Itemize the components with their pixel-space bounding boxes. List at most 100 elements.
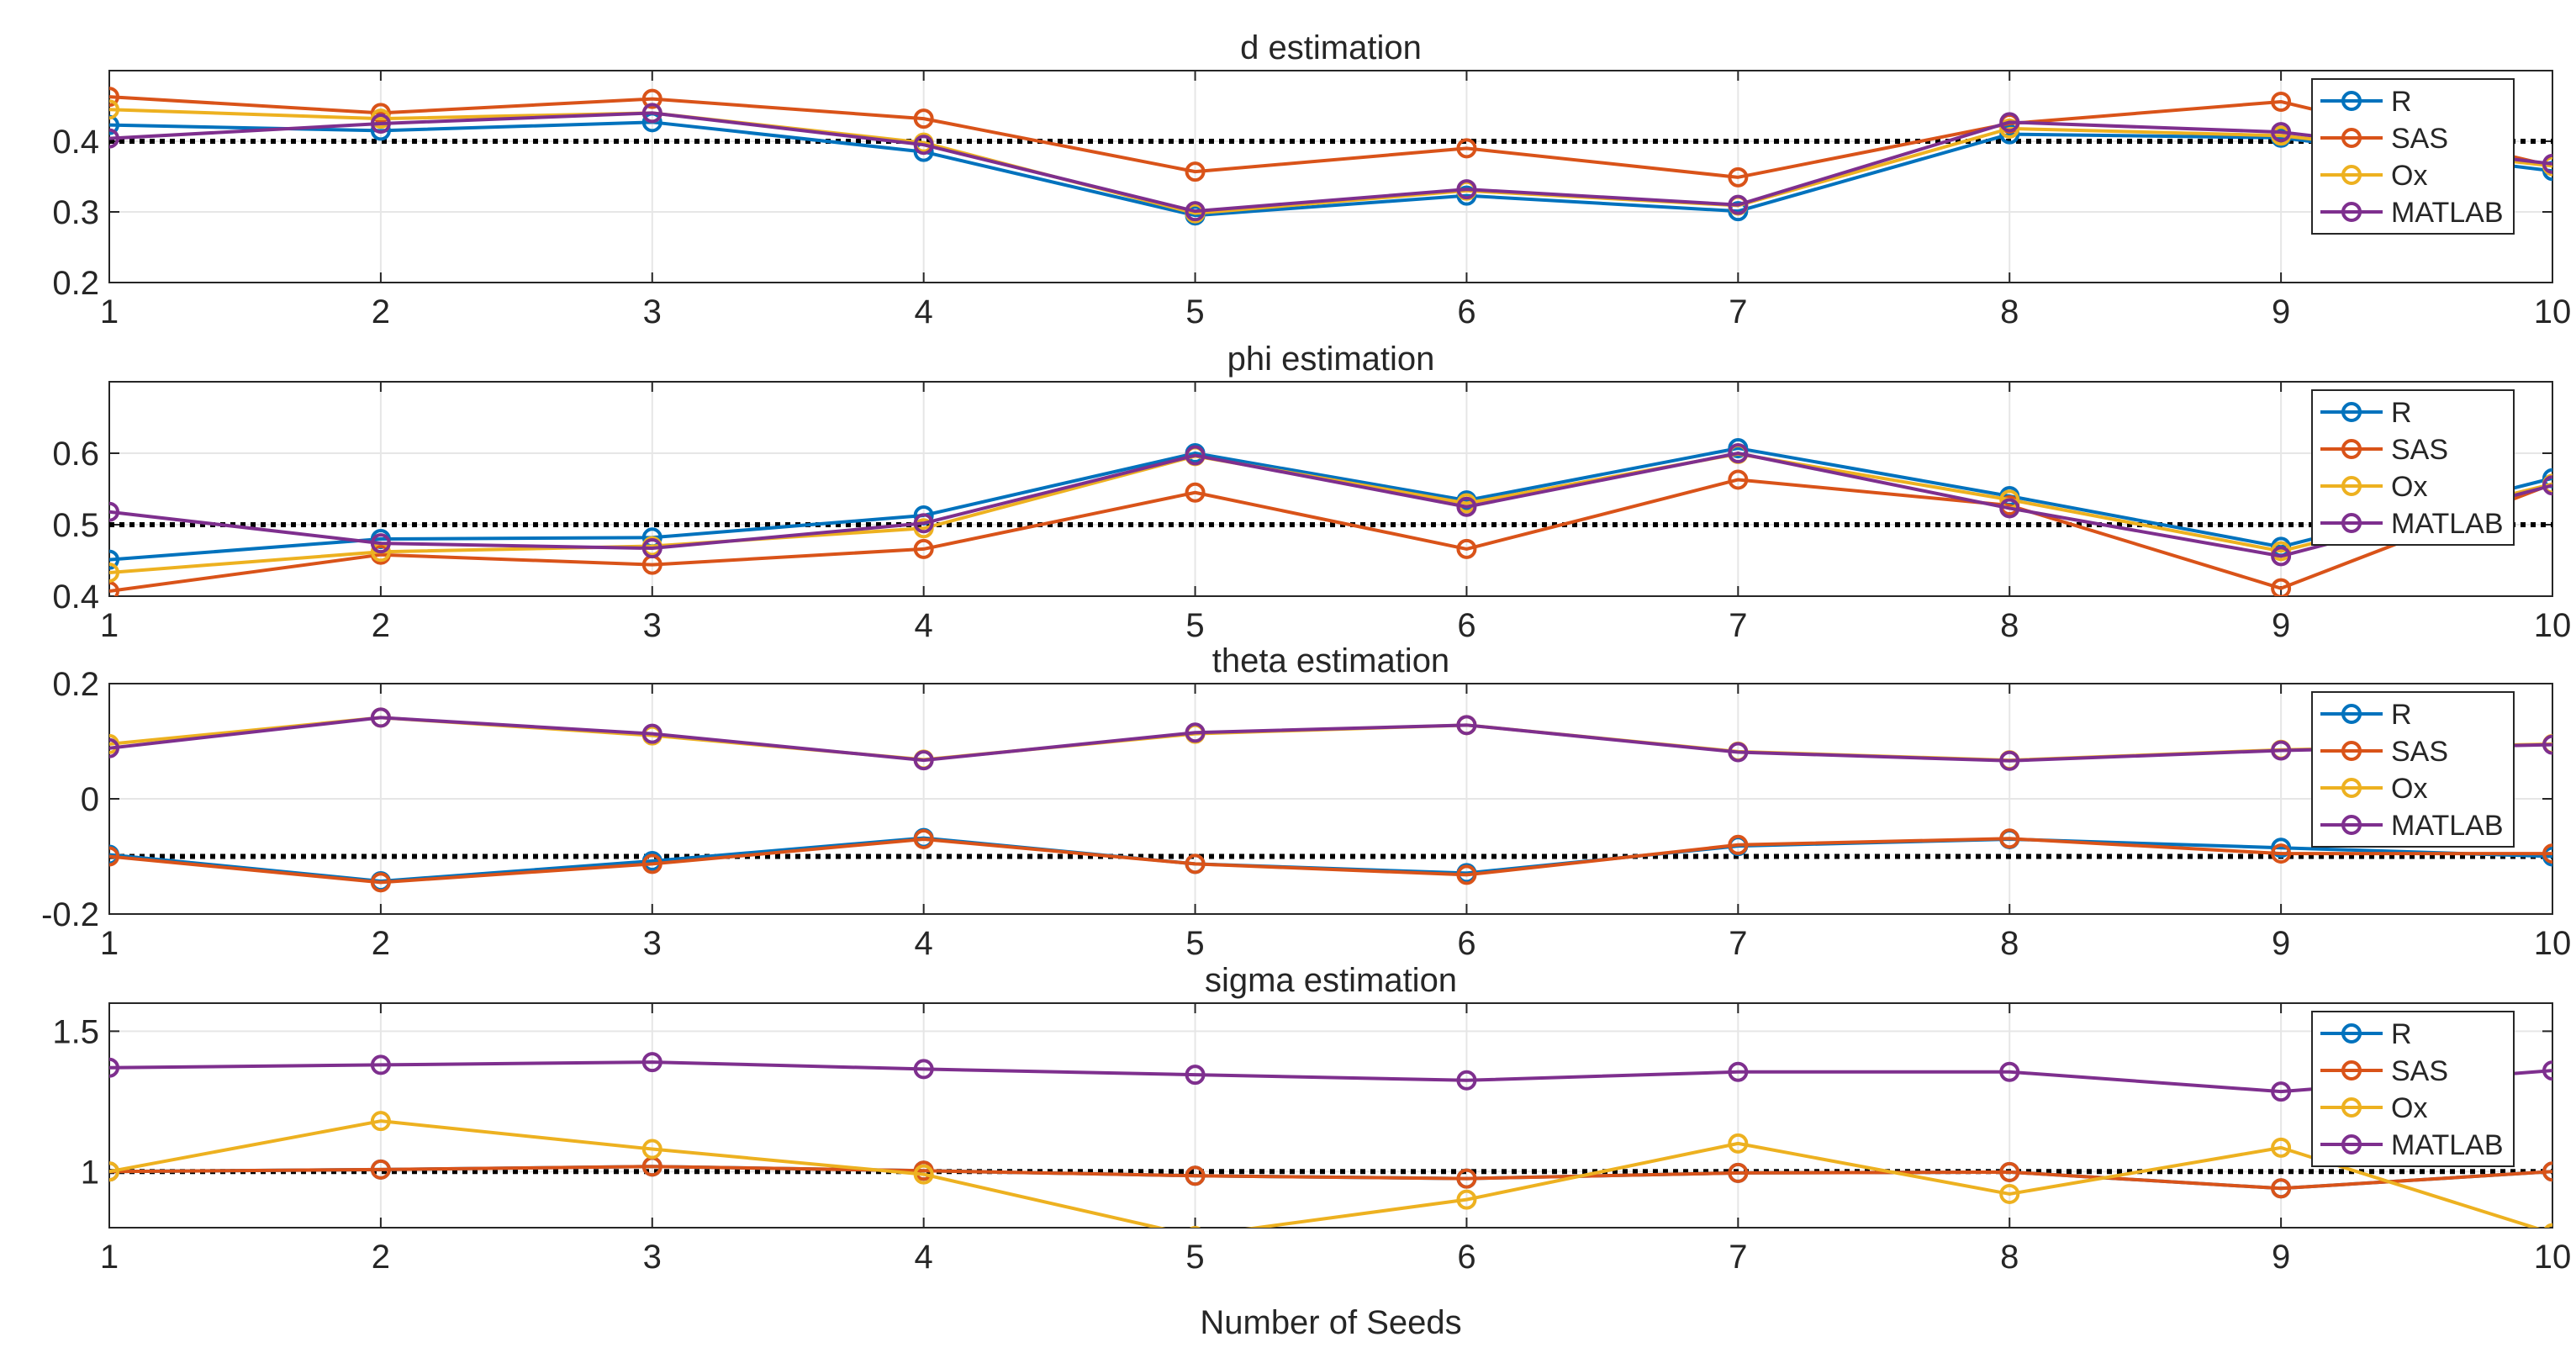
data-point-matlab: [1999, 498, 2020, 519]
data-point-r: [2542, 468, 2552, 489]
data-point-matlab: [1456, 1070, 1477, 1091]
series-line-ox: [109, 108, 2552, 215]
series-line-matlab: [109, 452, 2552, 558]
data-point-ox: [109, 1161, 119, 1182]
x-tick-label: 1: [100, 1239, 119, 1276]
data-point-sas: [2271, 843, 2292, 864]
x-tick-label: 9: [2272, 925, 2290, 962]
series-line-sas: [109, 837, 2552, 885]
data-point-ox: [1999, 1183, 2020, 1204]
x-tick-label: 10: [2534, 925, 2572, 962]
data-point-sas: [2542, 1161, 2552, 1182]
data-point-ox: [913, 1164, 934, 1185]
data-point-matlab: [641, 723, 662, 744]
legend-label-matlab: MATLAB: [2391, 1129, 2504, 1161]
subplot-2: 1 2 3 4 5 6 7 8 9 10 -0.2 0 0.2 theta estimation R SAS O…: [41, 642, 2571, 962]
legend: R SAS Ox MATLAB: [2311, 389, 2515, 546]
data-point-sas: [1456, 538, 1477, 559]
x-tick-label: 4: [915, 925, 933, 962]
data-point-ox: [109, 99, 119, 120]
legend-marker-r: [2341, 402, 2362, 422]
data-point-ox: [1456, 1189, 1477, 1210]
data-point-matlab: [913, 750, 934, 771]
data-point-sas: [2271, 578, 2292, 596]
data-point-matlab: [370, 707, 391, 728]
x-tick-label: 3: [643, 925, 662, 962]
x-tick-label: 4: [915, 607, 933, 644]
data-point-sas: [641, 88, 662, 109]
data-point-matlab: [2542, 475, 2552, 496]
x-tick-label: 5: [1185, 925, 1204, 962]
x-tick-label: 3: [643, 1239, 662, 1276]
data-point-sas: [109, 87, 119, 108]
x-tick-label: 5: [1185, 1239, 1204, 1276]
legend-label-ox: Ox: [2391, 471, 2427, 503]
x-tick-label: 7: [1729, 1239, 1747, 1276]
legend-marker-r: [2341, 704, 2362, 724]
legend-label-matlab: MATLAB: [2391, 197, 2504, 229]
data-point-matlab: [2542, 1060, 2552, 1081]
x-tick-label: 3: [643, 293, 662, 330]
axes-box: [108, 1002, 2553, 1229]
legend-label-sas: SAS: [2391, 1055, 2448, 1087]
data-point-matlab: [2271, 122, 2292, 143]
data-point-matlab: [1185, 1065, 1206, 1086]
legend-label-r: R: [2391, 699, 2412, 731]
x-tick-label: 10: [2534, 1239, 2572, 1276]
data-point-matlab: [1999, 750, 2020, 771]
series-line-sas: [109, 478, 2552, 594]
data-point-sas: [1185, 853, 1206, 875]
data-point-sas: [1456, 138, 1477, 159]
x-tick-label: 9: [2272, 293, 2290, 330]
legend-label-r: R: [2391, 397, 2412, 429]
legend-marker-sas: [2341, 439, 2362, 459]
data-point-sas: [1728, 166, 1749, 188]
data-point-matlab: [1185, 445, 1206, 466]
subplot-3: 1 2 3 4 5 6 7 8 9 10 1 1.5 sigma estimation R SAS Ox MAT…: [52, 962, 2571, 1276]
y-tick-label: 0.4: [52, 124, 99, 161]
data-point-matlab: [641, 103, 662, 124]
legend-label-sas: SAS: [2391, 123, 2448, 155]
legend-marker-ox: [2341, 778, 2362, 798]
legend-label-sas: SAS: [2391, 434, 2448, 466]
data-point-sas: [370, 1159, 391, 1180]
axes-box: [108, 70, 2553, 283]
series-line-sas: [109, 95, 2552, 179]
x-tick-label: 1: [100, 293, 119, 330]
legend: R SAS Ox MATLAB: [2311, 1011, 2515, 1167]
legend-marker-matlab: [2341, 815, 2362, 835]
data-point-sas: [1185, 482, 1206, 503]
x-tick-label: 2: [372, 607, 390, 644]
data-point-sas: [2542, 843, 2552, 864]
data-point-sas: [370, 872, 391, 893]
legend-label-matlab: MATLAB: [2391, 508, 2504, 540]
x-axis-label: Number of Seeds: [1200, 1304, 1461, 1341]
legend-label-ox: Ox: [2391, 773, 2427, 805]
data-point-matlab: [2271, 546, 2292, 567]
y-tick-label: 0.2: [52, 666, 99, 703]
legend: R SAS Ox MATLAB: [2311, 691, 2515, 848]
y-tick-label: 0.5: [52, 507, 99, 544]
subplot-title: sigma estimation: [1205, 962, 1457, 999]
data-point-r: [2271, 838, 2292, 859]
data-point-matlab: [1456, 179, 1477, 200]
series-line-matlab: [109, 111, 2552, 214]
data-point-matlab: [1456, 496, 1477, 517]
data-point-matlab: [2271, 1081, 2292, 1102]
axes-box: [108, 381, 2553, 597]
data-point-matlab: [1728, 443, 1749, 463]
x-tick-label: 5: [1185, 607, 1204, 644]
data-point-matlab: [641, 538, 662, 559]
x-tick-label: 8: [2000, 925, 2019, 962]
subplot-title: d estimation: [1240, 29, 1422, 66]
data-point-matlab: [1728, 1061, 1749, 1082]
x-tick-label: 6: [1457, 925, 1475, 962]
legend-marker-matlab: [2341, 1134, 2362, 1155]
data-point-matlab: [109, 1057, 119, 1078]
data-point-ox: [1999, 118, 2020, 139]
data-point-sas: [2271, 1178, 2292, 1199]
legend-label-ox: Ox: [2391, 1092, 2427, 1124]
data-point-sas: [109, 846, 119, 867]
data-point-sas: [2271, 91, 2292, 112]
data-point-sas: [913, 108, 934, 129]
